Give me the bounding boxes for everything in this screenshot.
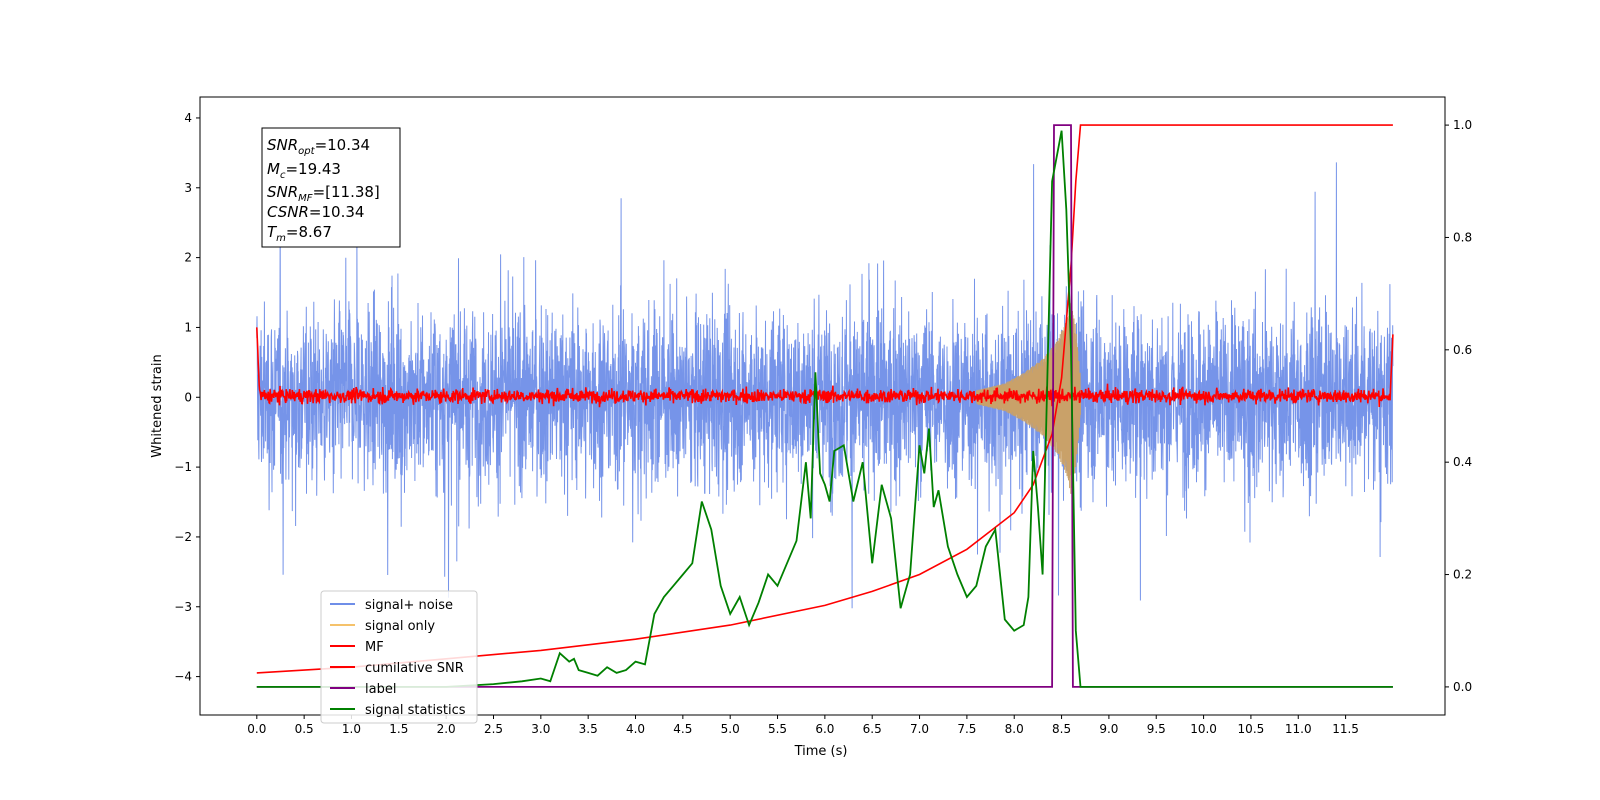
x-tick-label: 7.5 bbox=[957, 722, 976, 736]
x-tick-label: 10.0 bbox=[1190, 722, 1217, 736]
x-axis-label: Time (s) bbox=[794, 744, 848, 759]
y2-tick-label: 0.8 bbox=[1453, 230, 1472, 244]
x-tick-label: 9.0 bbox=[1099, 722, 1118, 736]
x-tick-label: 8.5 bbox=[1052, 722, 1071, 736]
x-tick-label: 5.5 bbox=[768, 722, 787, 736]
x-tick-label: 3.0 bbox=[531, 722, 550, 736]
x-tick-label: 11.0 bbox=[1285, 722, 1312, 736]
x-tick-label: 4.5 bbox=[673, 722, 692, 736]
x-tick-label: 0.5 bbox=[295, 722, 314, 736]
y2-axis-ticks: 1.0 0.8 0.6 0.4 0.2 0.0 bbox=[1445, 118, 1472, 694]
y-tick-label: 0 bbox=[184, 390, 192, 404]
x-tick-label: 7.0 bbox=[910, 722, 929, 736]
series-signal-statistics bbox=[256, 130, 1393, 688]
x-tick-label: 8.0 bbox=[1005, 722, 1024, 736]
mf-line bbox=[256, 327, 1394, 408]
x-tick-label: 1.5 bbox=[389, 722, 408, 736]
annotation-snr-mf: SNRMF=[11.38] bbox=[267, 183, 380, 204]
annotation-mc: Mc=19.43 bbox=[267, 160, 341, 181]
series-mf bbox=[256, 327, 1394, 408]
annotation-snr-opt: SNRopt=10.34 bbox=[267, 136, 370, 157]
legend-label-label: label bbox=[365, 682, 396, 697]
legend-label-mf: MF bbox=[365, 640, 384, 655]
noise-line bbox=[256, 162, 1394, 609]
x-tick-label: 2.0 bbox=[437, 722, 456, 736]
series-signal-noise bbox=[256, 162, 1394, 609]
x-tick-label: 10.5 bbox=[1238, 722, 1265, 736]
x-tick-label: 6.5 bbox=[863, 722, 882, 736]
legend-label-noise: signal+ noise bbox=[365, 598, 453, 613]
y2-tick-label: 0.2 bbox=[1453, 568, 1472, 582]
y2-tick-label: 0.6 bbox=[1453, 343, 1472, 357]
y-tick-label: −1 bbox=[174, 460, 192, 474]
x-tick-label: 5.0 bbox=[721, 722, 740, 736]
annotation-csnr: CSNR=10.34 bbox=[267, 203, 364, 221]
axes-frame bbox=[199, 96, 1446, 716]
legend: signal+ noise signal only MF cumilative … bbox=[320, 590, 478, 724]
y-tick-label: 4 bbox=[184, 111, 192, 125]
y-axis-label: Whitened strain bbox=[150, 354, 165, 457]
legend-label-stats: signal statistics bbox=[365, 703, 466, 718]
y-axis-ticks: 4 3 2 1 0 −1 −2 −3 −4 bbox=[174, 111, 200, 684]
y-tick-label: 3 bbox=[184, 181, 192, 195]
y-tick-label: 1 bbox=[184, 320, 192, 334]
y2-tick-label: 0.0 bbox=[1453, 680, 1472, 694]
legend-label-csnr: cumilative SNR bbox=[365, 661, 464, 676]
x-tick-label: 2.5 bbox=[484, 722, 503, 736]
legend-label-signal: signal only bbox=[365, 619, 435, 634]
x-tick-label: 11.5 bbox=[1332, 722, 1359, 736]
annotation-tm: Tm=8.67 bbox=[267, 223, 332, 244]
y-tick-label: 2 bbox=[184, 251, 192, 265]
stats-annotation-box: SNRopt=10.34 Mc=19.43 SNRMF=[11.38] CSNR… bbox=[261, 127, 401, 248]
signal-statistics-line bbox=[256, 130, 1393, 688]
x-tick-label: 3.5 bbox=[579, 722, 598, 736]
x-tick-label: 9.5 bbox=[1147, 722, 1166, 736]
y2-tick-label: 1.0 bbox=[1453, 118, 1472, 132]
series-signal-only bbox=[975, 301, 1081, 494]
x-tick-label: 1.0 bbox=[342, 722, 361, 736]
x-tick-label: 4.0 bbox=[626, 722, 645, 736]
x-axis-ticks: 0.0 0.5 1.0 1.5 2.0 2.5 3.0 3.5 4.0 4.5 5.0 5.5 6.0 6… bbox=[247, 715, 1359, 736]
x-tick-label: 6.0 bbox=[815, 722, 834, 736]
y-tick-label: −2 bbox=[174, 530, 192, 544]
x-tick-label: 0.0 bbox=[247, 722, 266, 736]
y-tick-label: −3 bbox=[174, 600, 192, 614]
plot-area bbox=[256, 124, 1394, 688]
y-tick-label: −4 bbox=[174, 670, 192, 684]
signal-line bbox=[975, 301, 1081, 494]
y2-tick-label: 0.4 bbox=[1453, 455, 1472, 469]
